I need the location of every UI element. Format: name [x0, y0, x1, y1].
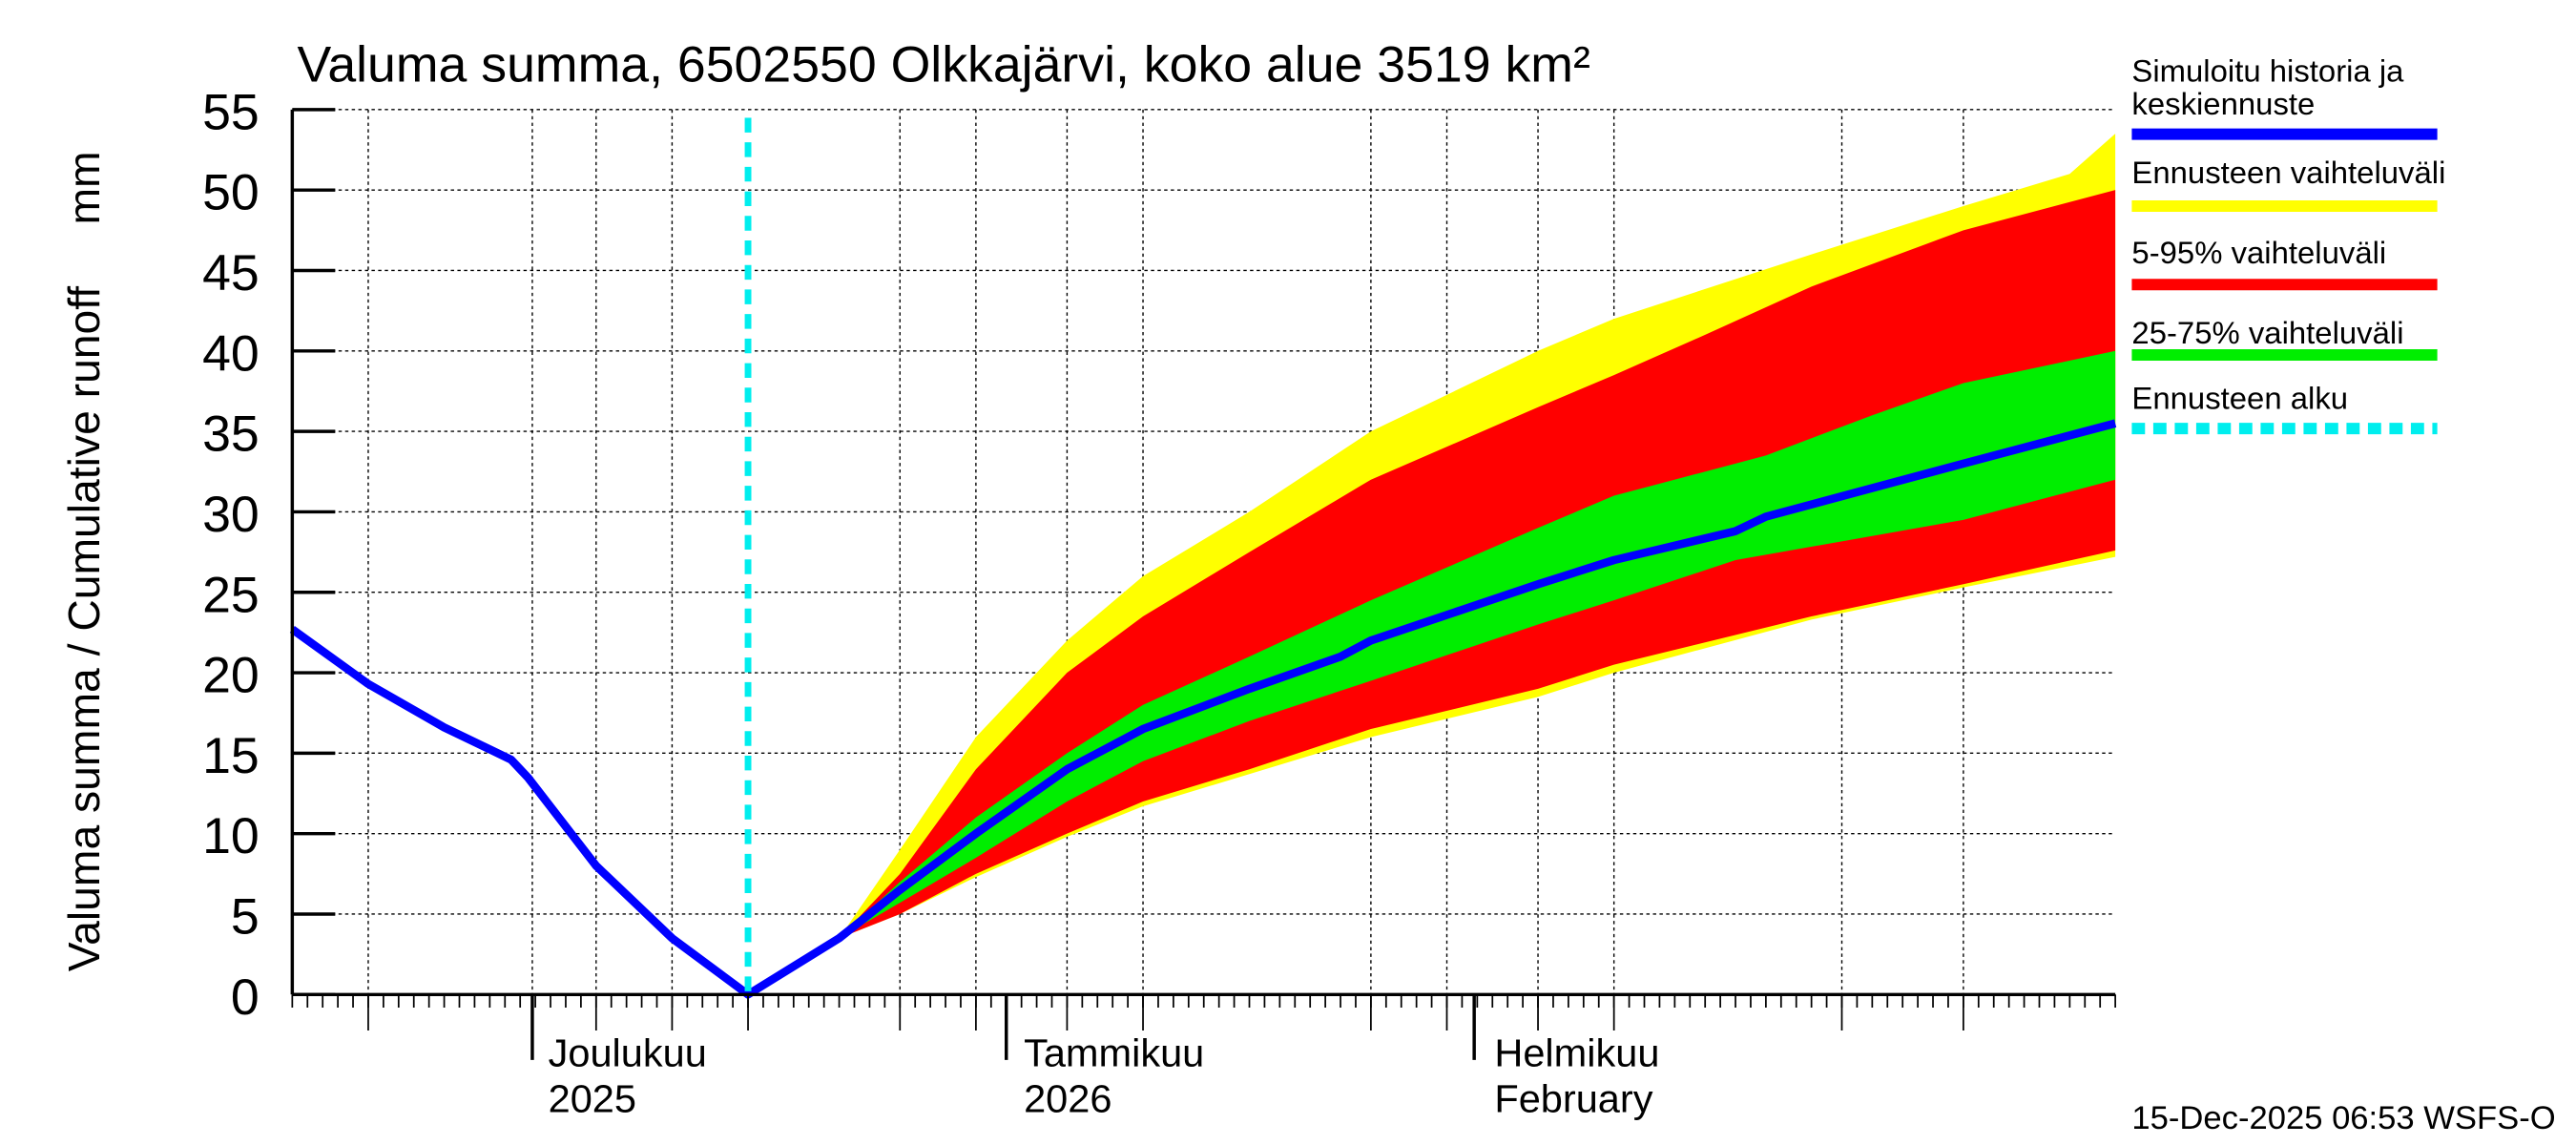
y-tick-label: 45 — [202, 245, 260, 302]
median-line — [289, 419, 2117, 999]
year-label: 2026 — [1024, 1077, 1111, 1121]
y-tick-label: 35 — [202, 406, 260, 463]
y-tick-label: 15 — [202, 728, 260, 784]
lines — [289, 117, 2117, 999]
legend-label: Ennusteen alku — [2131, 381, 2348, 416]
legend-label-cont: keskiennuste — [2131, 86, 2315, 121]
y-tick-label: 25 — [202, 568, 260, 624]
y-tick-label: 55 — [202, 85, 260, 141]
y-tick-label: 10 — [202, 808, 260, 864]
month-label: Joulukuu — [549, 1031, 707, 1075]
month-label: Helmikuu — [1494, 1031, 1659, 1075]
y-tick-label: 5 — [231, 889, 260, 946]
year-label: 2025 — [549, 1077, 636, 1121]
y-tick-label: 40 — [202, 326, 260, 383]
y-tick-label: 20 — [202, 648, 260, 704]
legend-label: Simuloitu historia ja — [2131, 53, 2404, 89]
axes: 0510152025303540455055Joulukuu2025Tammik… — [202, 85, 2116, 1121]
legend-label: 25-75% vaihteluväli — [2131, 315, 2403, 350]
legend-label: Ennusteen vaihteluväli — [2131, 155, 2445, 190]
legend-label: 5-95% vaihteluväli — [2131, 235, 2386, 270]
bands — [748, 134, 2116, 995]
chart-title: Valuma summa, 6502550 Olkkajärvi, koko a… — [298, 37, 1590, 94]
y-axis-label: Valuma summa / Cumulative runoff mm — [59, 151, 109, 971]
y-tick-label: 0 — [231, 969, 260, 1026]
y-tick-label: 30 — [202, 487, 260, 543]
timestamp: 15-Dec-2025 06:53 WSFS-O — [2131, 1100, 2555, 1136]
y-tick-label: 50 — [202, 165, 260, 221]
year-label: February — [1494, 1077, 1652, 1121]
month-label: Tammikuu — [1024, 1031, 1204, 1075]
